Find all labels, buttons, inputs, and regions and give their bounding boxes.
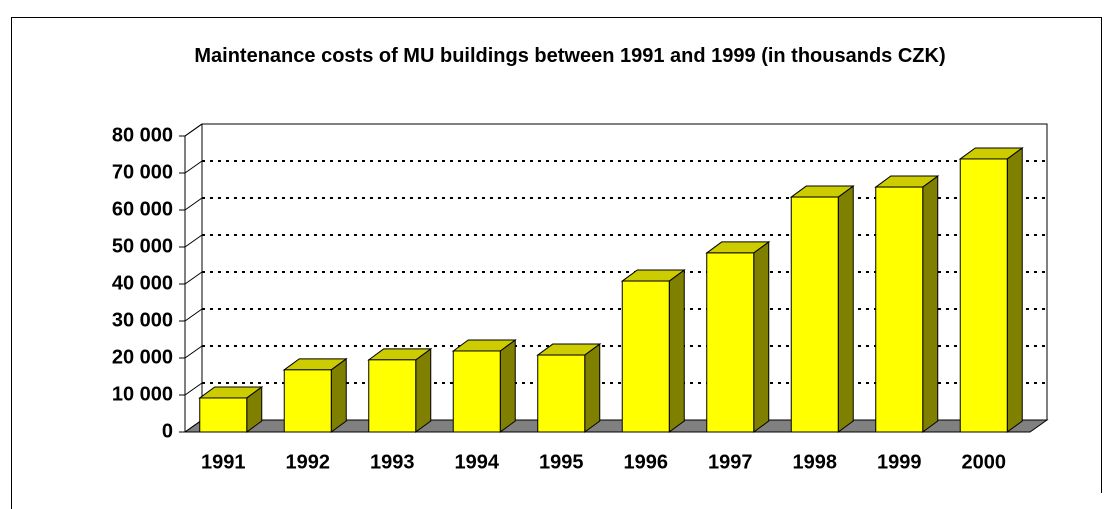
chart-title: Maintenance costs of MU buildings betwee…: [194, 45, 946, 67]
x-tick-label: 2000: [962, 451, 1007, 473]
x-tick-label: 1997: [708, 451, 753, 473]
y-tick-label: 20 000: [112, 346, 173, 368]
x-tick-label: 1998: [793, 451, 838, 473]
bar-side: [922, 175, 939, 433]
y-tick-depth: [184, 234, 203, 248]
y-tick-depth: [184, 382, 203, 396]
y-tick-label: 30 000: [112, 309, 173, 331]
y-tick-label: 10 000: [112, 383, 173, 405]
bar-side: [499, 338, 516, 433]
bar-side: [330, 357, 347, 433]
x-tick-label: 1996: [624, 451, 669, 473]
y-tick-label: 40 000: [112, 272, 173, 294]
bar-side: [584, 343, 601, 433]
x-tick-label: 1993: [370, 451, 415, 473]
bar: [452, 350, 501, 433]
x-tick-label: 1995: [539, 451, 584, 473]
x-tick-label: 1992: [286, 451, 331, 473]
bar: [959, 158, 1008, 433]
bar: [283, 369, 332, 433]
bar: [199, 397, 248, 433]
y-tick-depth: [184, 271, 203, 285]
y-tick-depth: [184, 197, 203, 211]
x-tick-label: 1999: [877, 451, 922, 473]
x-tick-label: 1994: [455, 451, 500, 473]
y-tick-label: 50 000: [112, 235, 173, 257]
bar: [621, 280, 670, 433]
y-tick-depth: [184, 160, 203, 174]
y-tick-label: 60 000: [112, 198, 173, 220]
bar: [537, 354, 586, 433]
bar-side: [415, 347, 432, 433]
bar-side: [837, 185, 854, 433]
bar: [790, 196, 839, 433]
y-tick-depth: [184, 345, 203, 359]
bar-side: [668, 269, 685, 433]
bar-side: [1006, 146, 1023, 433]
bar: [368, 359, 417, 433]
y-tick-depth: [184, 419, 203, 433]
y-tick-label: 80 000: [112, 124, 173, 146]
frame: [11, 17, 1102, 509]
bar: [875, 186, 924, 433]
bar: [706, 252, 755, 433]
bar-side: [753, 240, 770, 433]
y-tick-depth: [184, 308, 203, 322]
y-tick-label: 0: [162, 420, 173, 442]
y-tick-label: 70 000: [112, 161, 173, 183]
x-tick-label: 1991: [201, 451, 246, 473]
y-tick-depth: [184, 123, 203, 137]
